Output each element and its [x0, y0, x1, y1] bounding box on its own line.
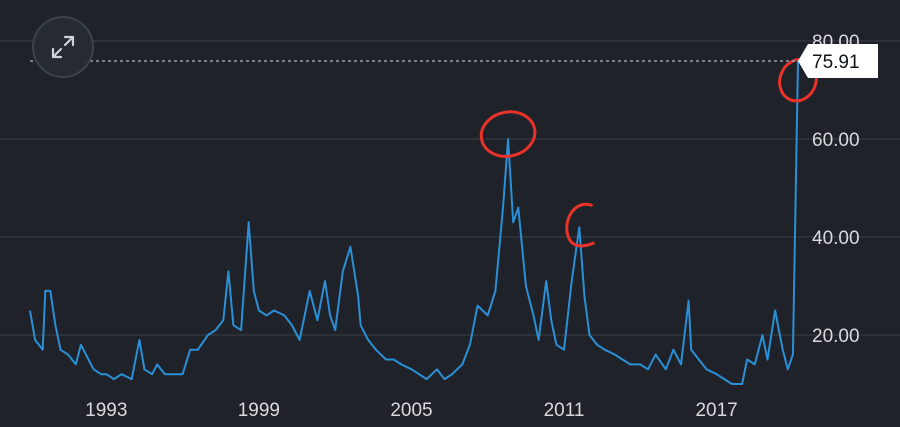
expand-arrows-icon	[51, 35, 75, 59]
x-tick-label: 2017	[695, 400, 737, 421]
last-value-label-box	[798, 44, 878, 79]
x-axis: 1993 1999 2005 2011 2017	[85, 400, 738, 421]
y-tick-label: 60.00	[812, 130, 860, 151]
last-value-label: 75.91	[812, 52, 860, 73]
annotation-circle	[479, 110, 537, 158]
gridlines	[0, 40, 900, 336]
series-line	[29, 60, 799, 385]
y-tick-label: 20.00	[812, 326, 860, 347]
y-tick-label: 40.00	[812, 228, 860, 249]
x-tick-label: 2011	[544, 400, 585, 421]
x-tick-label: 1993	[85, 400, 127, 421]
annotation-circle	[565, 202, 595, 248]
series-layer	[29, 60, 799, 385]
expand-button[interactable]	[32, 16, 94, 78]
annotations	[479, 58, 818, 248]
x-tick-label: 1999	[238, 400, 280, 421]
x-tick-label: 2005	[390, 400, 432, 421]
last-value-marker: 75.91	[30, 44, 878, 79]
